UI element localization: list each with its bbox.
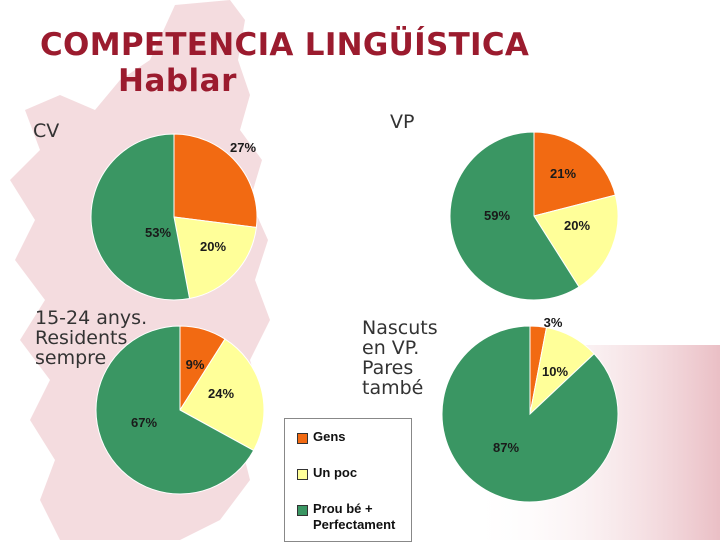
data-label-nascuts-prou-be: 87% [493,440,519,455]
legend-swatch-gens [297,433,308,444]
data-label-cv-un-poc: 20% [200,239,226,254]
data-label-vp-prou-be: 59% [484,208,510,223]
pie-slice-vp-un-poc [533,194,619,288]
pie-slice-cv-gens [173,133,258,228]
chart-title-nascuts: Nascuts en VP. Pares també [362,317,438,399]
pie-slice-cv-prou-be [90,133,191,301]
data-label-residents-prou-be: 67% [131,415,157,430]
chart-title-vp: VP [390,111,415,133]
pie-slice-cv-un-poc [173,216,257,300]
page-subtitle: Hablar [118,63,237,99]
data-label-nascuts-un-poc: 10% [542,364,568,379]
data-label-cv-gens: 27% [230,140,256,155]
pie-slice-vp-prou-be [449,131,580,301]
data-label-vp-un-poc: 20% [564,218,590,233]
chart-title-cv: CV [33,120,60,142]
pie-slice-nascuts-prou-be [441,325,619,503]
legend-swatch-un-poc [297,469,308,480]
chart-title-residents: 15-24 anys. Residents sempre [35,307,148,369]
legend-swatch-prou-be [297,505,308,516]
legend: Gens Un poc Prou bé + Perfectament [284,418,412,542]
data-label-nascuts-gens: 3% [544,315,563,330]
data-label-vp-gens: 21% [550,166,576,181]
page-title: COMPETENCIA LINGÜÍSTICA [40,27,530,63]
legend-label-un-poc: Un poc [313,465,358,480]
pie-slice-vp-gens [533,131,616,217]
pie-slice-residents-prou-be [95,325,255,495]
legend-label-prou-be: Prou bé + Perfectament [313,501,396,532]
data-label-residents-un-poc: 24% [208,386,234,401]
pie-slice-residents-un-poc [179,338,265,452]
data-label-cv-prou-be: 53% [145,225,171,240]
data-label-residents-gens: 9% [186,357,205,372]
legend-label-gens: Gens [313,429,346,444]
